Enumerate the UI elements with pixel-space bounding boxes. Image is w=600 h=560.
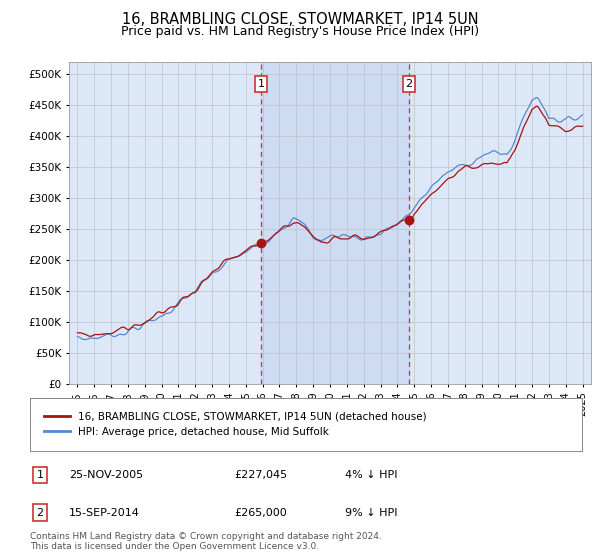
Bar: [261, 62, 409, 384]
Text: Contains HM Land Registry data © Crown copyright and database right 2024.
This d: Contains HM Land Registry data © Crown c…: [30, 532, 382, 552]
Text: 1: 1: [257, 79, 265, 89]
Text: 15-SEP-2014: 15-SEP-2014: [68, 507, 140, 517]
Legend: 16, BRAMBLING CLOSE, STOWMARKET, IP14 5UN (detached house), HPI: Average price, : 16, BRAMBLING CLOSE, STOWMARKET, IP14 5U…: [41, 408, 430, 440]
Text: 25-NOV-2005: 25-NOV-2005: [68, 470, 143, 480]
Text: 2: 2: [37, 507, 43, 517]
Text: 9% ↓ HPI: 9% ↓ HPI: [344, 507, 397, 517]
Text: Price paid vs. HM Land Registry's House Price Index (HPI): Price paid vs. HM Land Registry's House …: [121, 25, 479, 38]
Text: 2: 2: [406, 79, 413, 89]
Text: £227,045: £227,045: [234, 470, 287, 480]
Text: 4% ↓ HPI: 4% ↓ HPI: [344, 470, 397, 480]
Text: £265,000: £265,000: [234, 507, 287, 517]
Text: 16, BRAMBLING CLOSE, STOWMARKET, IP14 5UN: 16, BRAMBLING CLOSE, STOWMARKET, IP14 5U…: [122, 12, 478, 27]
Text: 1: 1: [37, 470, 43, 480]
